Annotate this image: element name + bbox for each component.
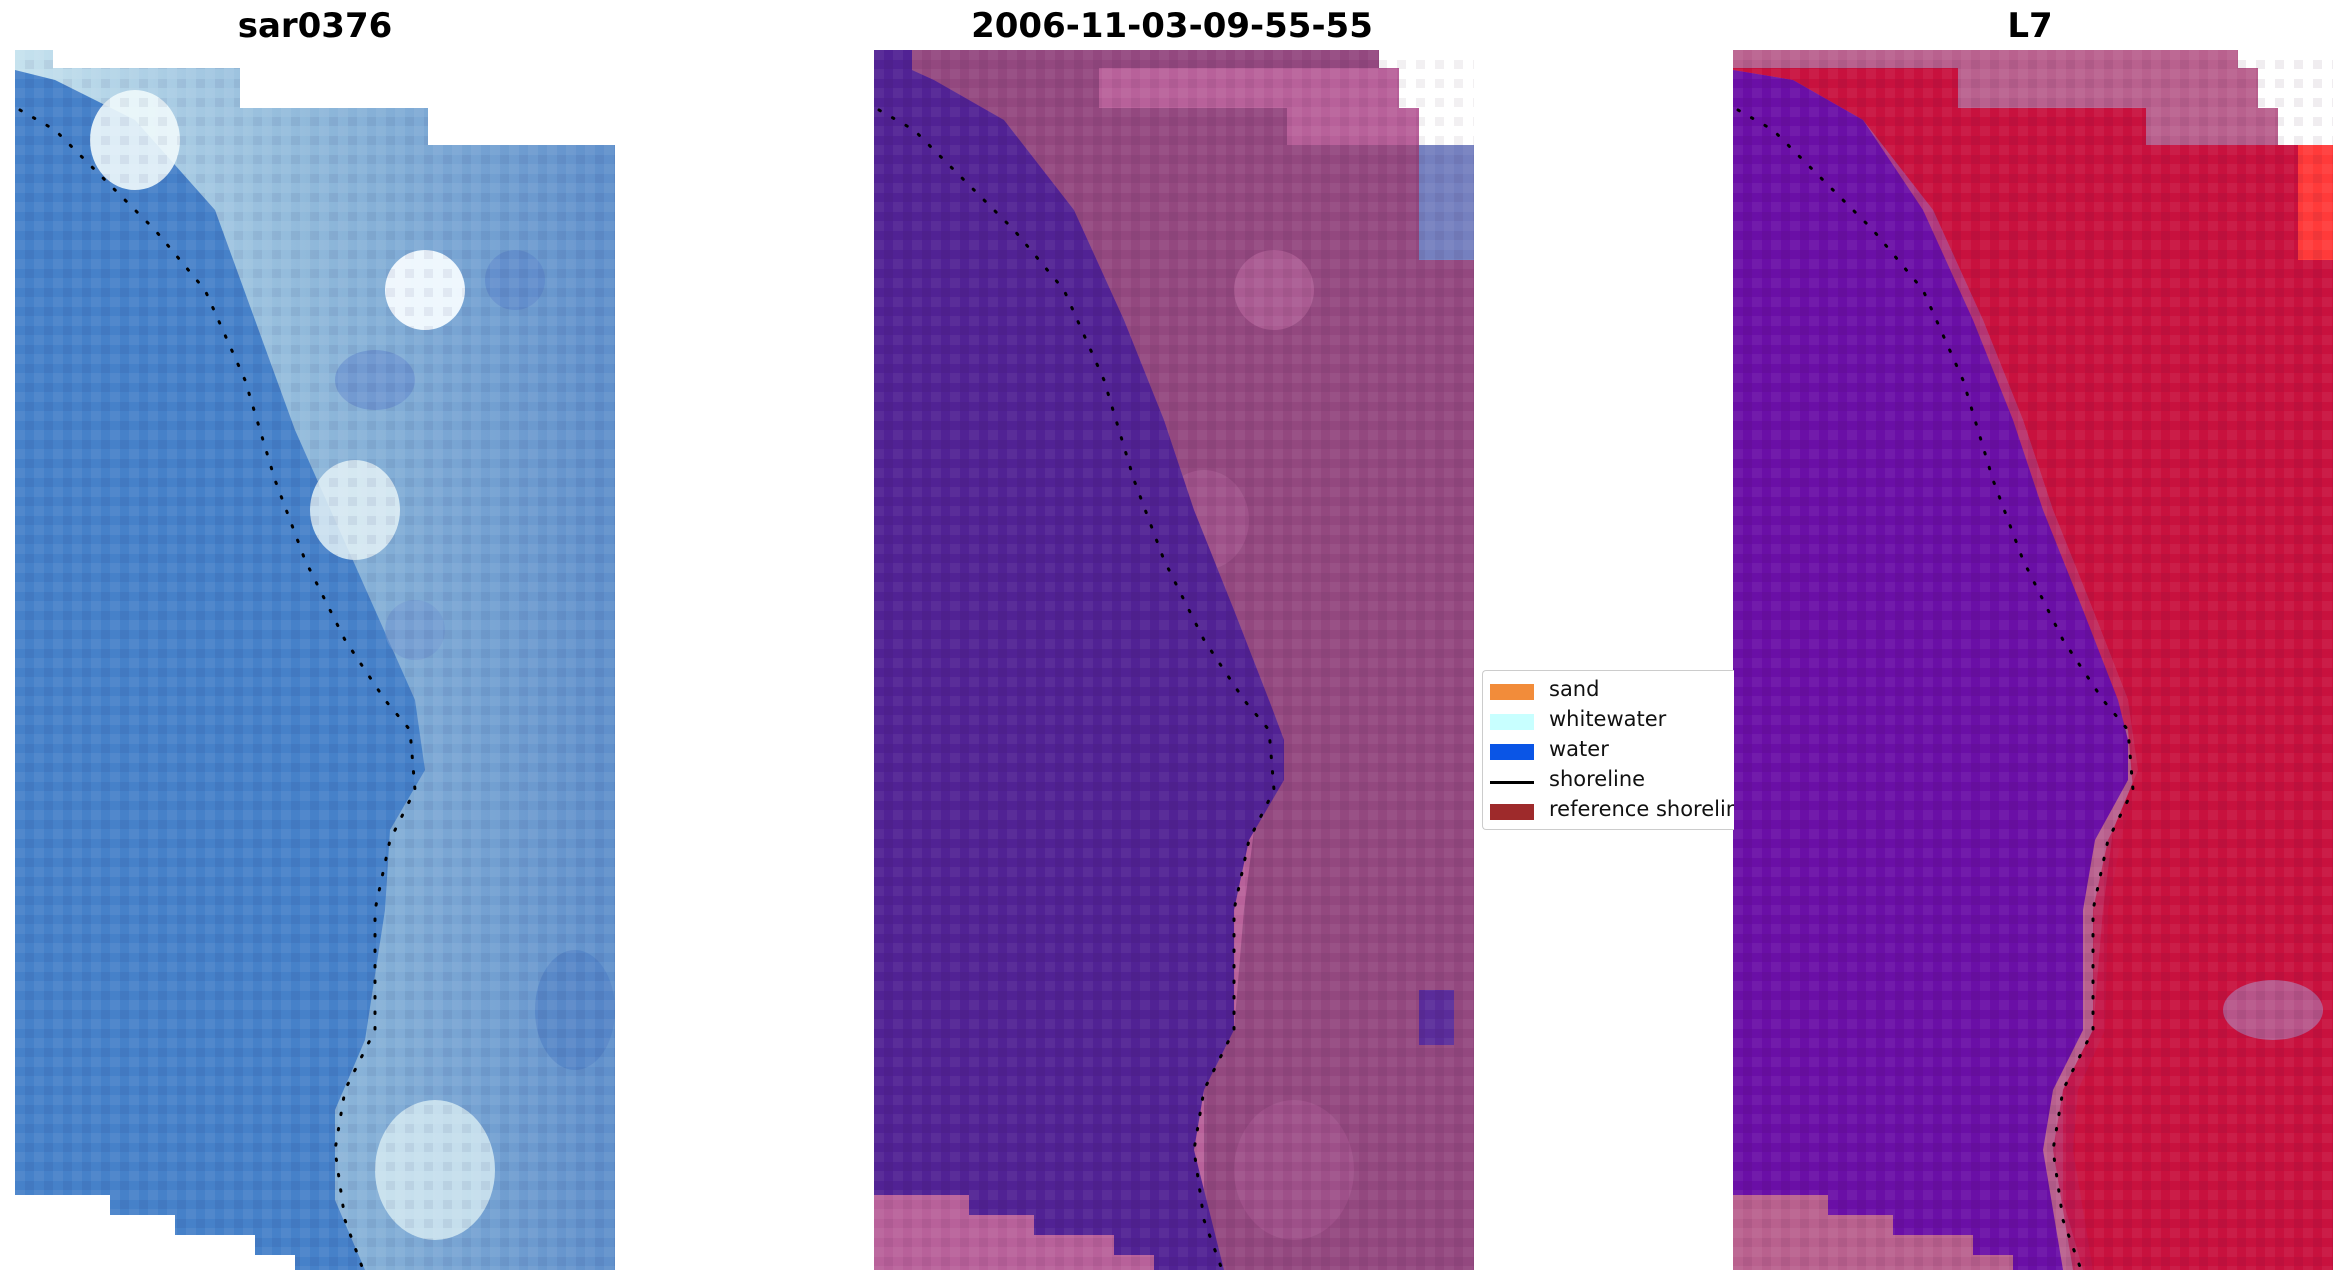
sand-swatch	[1490, 684, 1534, 700]
panel-title-index: L7	[2007, 6, 2053, 46]
legend-label-reference-shoreline: reference shoreline	[1549, 797, 1734, 821]
legend-item-whitewater: whitewater	[1483, 705, 1734, 735]
legend-item-reference-shoreline: reference shoreline	[1483, 795, 1734, 825]
panel-title-rgb: sar0376	[237, 6, 393, 46]
classified-image	[874, 50, 1474, 1277]
legend-label-water: water	[1549, 737, 1609, 761]
rgb-satellite-image	[15, 50, 615, 1277]
shoreline-line-swatch	[1490, 781, 1534, 784]
legend-item-shoreline: shoreline	[1483, 765, 1734, 795]
legend-label-whitewater: whitewater	[1549, 707, 1667, 731]
water-swatch	[1490, 744, 1534, 760]
legend-item-sand: sand	[1483, 675, 1734, 705]
legend-label-shoreline: shoreline	[1549, 767, 1646, 791]
panel-title-classified: 2006-11-03-09-55-55	[971, 6, 1373, 46]
whitewater-swatch	[1490, 714, 1534, 730]
reference-shoreline-swatch	[1490, 804, 1534, 820]
legend-label-sand: sand	[1549, 677, 1600, 701]
index-image	[1733, 50, 2333, 1277]
legend: sand whitewater water shoreline referenc…	[1482, 670, 1734, 830]
legend-item-water: water	[1483, 735, 1734, 765]
